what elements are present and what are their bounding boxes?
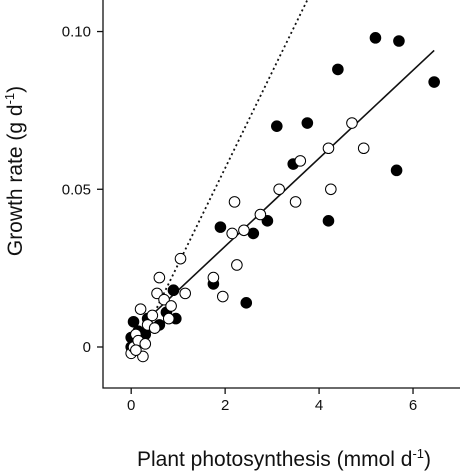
fit-lines <box>153 0 435 313</box>
open-data-point <box>254 208 267 221</box>
open-data-point <box>162 312 175 325</box>
filled-data-point <box>322 215 335 227</box>
x-axis-title: Plant photosynthesis (mmol d-1) <box>137 446 431 471</box>
filled-data-point <box>240 297 253 309</box>
open-data-point <box>139 338 152 350</box>
x-tick-label: 0 <box>127 397 135 414</box>
open-data-point <box>294 155 307 167</box>
open-data-point <box>289 196 302 208</box>
filled-data-point <box>390 164 403 177</box>
open-data-point <box>153 271 166 284</box>
open-data-point <box>179 287 192 300</box>
y-tick-label: 0.05 <box>62 181 91 198</box>
open-data-point <box>273 183 285 196</box>
axis-frame <box>102 0 460 389</box>
filled-data-point <box>369 32 382 44</box>
open-data-point <box>231 259 243 271</box>
open-data-point <box>174 252 187 265</box>
open-data-point <box>357 142 370 155</box>
filled-data-point <box>127 315 140 328</box>
x-tick-label: 4 <box>315 397 323 414</box>
filled-data-point <box>393 35 405 47</box>
open-data-point <box>146 309 159 322</box>
axes <box>102 0 460 389</box>
filled-data-point <box>332 63 344 76</box>
open-data-point <box>216 290 229 303</box>
open-data-point <box>322 142 335 155</box>
open-data-point <box>165 300 177 312</box>
open-data-point <box>238 224 250 237</box>
open-data-point <box>228 196 241 208</box>
open-data-point <box>226 227 238 240</box>
x-tick-label: 2 <box>221 397 229 414</box>
x-tick-label: 6 <box>409 397 417 414</box>
filled-data-point <box>271 120 283 132</box>
y-axis-title: Growth rate (g d-1) <box>2 86 27 256</box>
y-tick-label: 0 <box>83 339 91 356</box>
filled-data-point <box>167 284 180 297</box>
filled-data-point <box>214 221 227 233</box>
dotted-fit-line <box>153 0 309 313</box>
y-tick-label: 0.10 <box>62 24 91 41</box>
open-data-point <box>148 322 161 334</box>
open-data-point <box>134 303 147 315</box>
filled-data-point <box>301 117 314 129</box>
open-data-point <box>130 344 142 356</box>
filled-data-point <box>428 76 440 88</box>
data-points <box>125 32 440 363</box>
open-data-point <box>346 117 358 129</box>
ticks: 0 2 4 6 0 0.05 0.10 <box>62 24 417 414</box>
solid-fit-line <box>154 49 435 313</box>
open-data-point <box>325 183 337 196</box>
open-data-point <box>207 271 220 284</box>
